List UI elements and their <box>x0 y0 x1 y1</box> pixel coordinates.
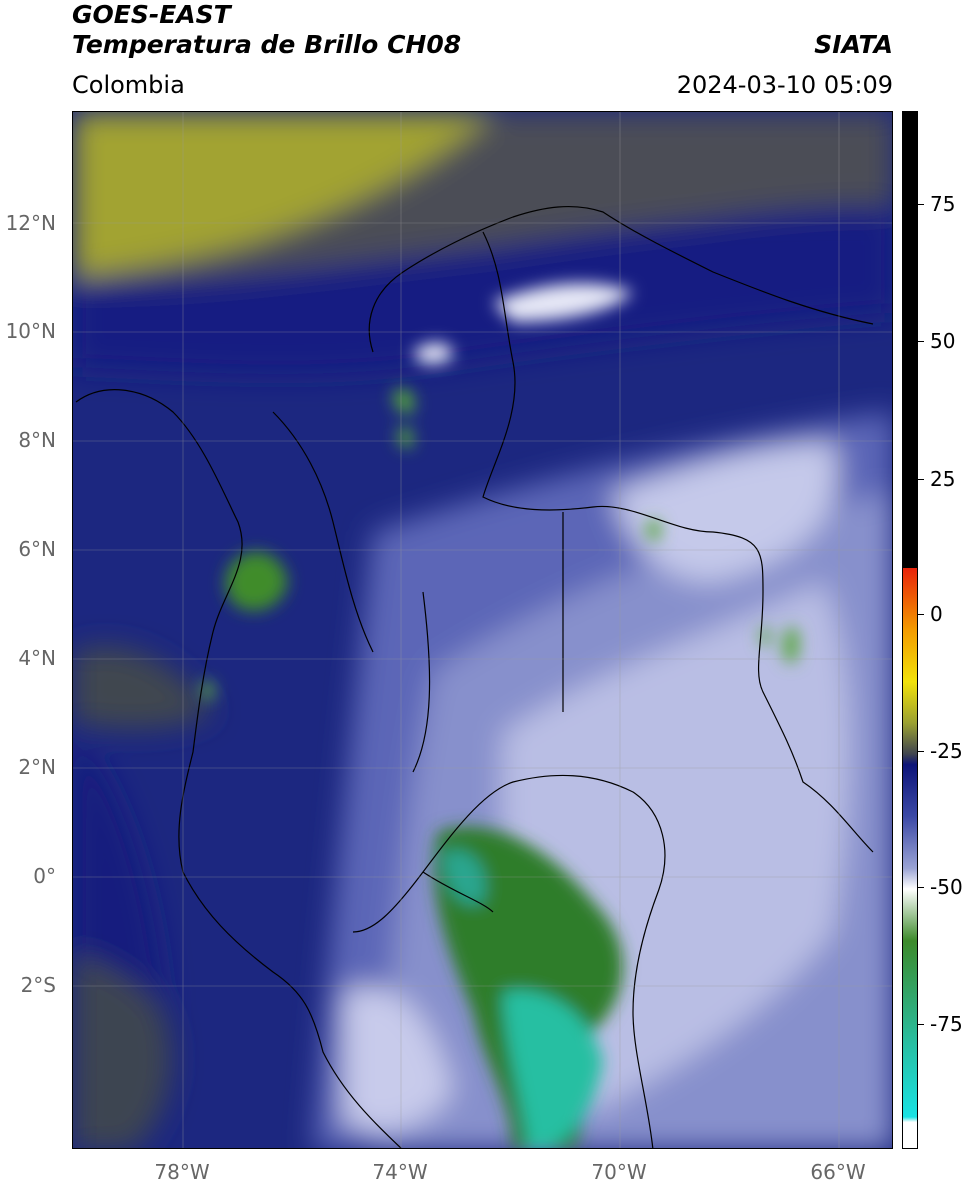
colorbar-label-25: 25 <box>930 467 956 491</box>
colorbar-label-minus25: -25 <box>930 739 963 763</box>
colorbar-tick <box>918 751 924 752</box>
colorbar-tick <box>918 887 924 888</box>
colorbar-tick <box>918 204 924 205</box>
colorbar-tick <box>918 341 924 342</box>
colorbar-tick <box>918 479 924 480</box>
borders <box>75 205 874 1148</box>
colorbar-tick <box>918 1024 924 1025</box>
lat-label-4n: 4°N <box>18 646 56 670</box>
lat-label-10n: 10°N <box>5 319 56 343</box>
colorbar <box>902 111 918 1149</box>
colorbar-label-75: 75 <box>930 192 956 216</box>
graticule <box>73 112 892 1148</box>
lat-label-2s: 2°S <box>20 973 56 997</box>
region-label: Colombia <box>72 71 185 99</box>
colorbar-label-50: 50 <box>930 329 956 353</box>
convective-cells <box>201 283 799 1148</box>
lon-label-78w: 78°W <box>154 1160 210 1184</box>
colorbar-label-minus50: -50 <box>930 875 963 899</box>
brand-label: SIATA <box>814 30 893 59</box>
colorbar-tick <box>918 614 924 615</box>
map-image <box>73 112 892 1148</box>
lon-label-66w: 66°W <box>810 1160 866 1184</box>
lat-label-12n: 12°N <box>5 211 56 235</box>
product-title: Temperatura de Brillo CH08 <box>72 30 462 59</box>
lat-label-0: 0° <box>33 864 56 888</box>
lat-label-6n: 6°N <box>18 537 56 561</box>
satellite-title: GOES-EAST <box>72 0 231 29</box>
datetime-label: 2024-03-10 05:09 <box>676 71 893 99</box>
lon-label-74w: 74°W <box>372 1160 428 1184</box>
lon-label-70w: 70°W <box>591 1160 647 1184</box>
lat-label-2n: 2°N <box>18 755 56 779</box>
colorbar-label-minus75: -75 <box>930 1012 963 1036</box>
satellite-map <box>72 111 893 1149</box>
colorbar-label-0: 0 <box>930 602 943 626</box>
lat-label-8n: 8°N <box>18 428 56 452</box>
